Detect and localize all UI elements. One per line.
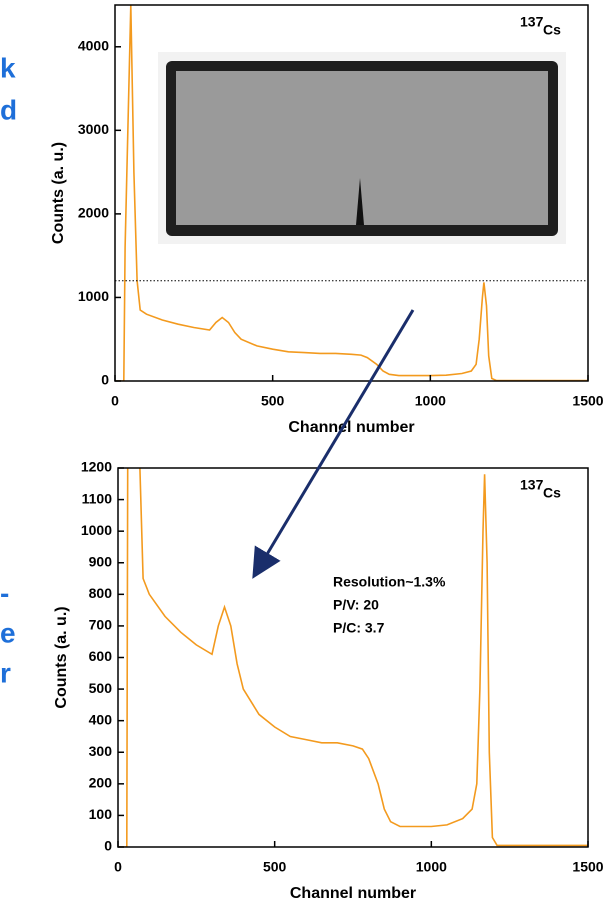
- y-tick-label: 1000: [81, 522, 112, 538]
- plot-frame: [117, 467, 589, 848]
- x-axis-title: Channel number: [288, 419, 414, 436]
- x-tick-label: 500: [261, 393, 285, 409]
- isotope-mass: 137: [520, 477, 544, 493]
- isotope-symbol: Cs: [543, 22, 561, 38]
- y-tick-label: 1200: [81, 459, 112, 475]
- x-axis-title: Channel number: [290, 885, 416, 902]
- y-axis-title: Counts (a. u.): [53, 606, 70, 708]
- spectrum-line: [118, 468, 588, 847]
- side-text: d: [0, 94, 17, 125]
- y-tick-label: 700: [89, 617, 113, 633]
- x-tick-label: 1500: [572, 393, 603, 409]
- y-tick-label: 400: [89, 711, 113, 727]
- annotation: Resolution~1.3%: [333, 574, 446, 590]
- side-text: -: [0, 577, 9, 608]
- y-tick-label: 100: [89, 806, 113, 822]
- y-axis-title: Counts (a. u.): [50, 142, 67, 244]
- plot-frame: [114, 4, 589, 382]
- isotope-mass: 137: [520, 14, 544, 30]
- y-tick-label: 1000: [78, 288, 109, 304]
- y-tick-label: 800: [89, 585, 113, 601]
- y-tick-label: 0: [104, 838, 112, 854]
- x-tick-label: 1000: [416, 859, 447, 875]
- y-tick-label: 600: [89, 648, 113, 664]
- y-tick-label: 500: [89, 680, 113, 696]
- side-text: r: [0, 657, 11, 688]
- annotation: P/V: 20: [333, 597, 379, 613]
- y-tick-label: 0: [101, 372, 109, 388]
- x-tick-label: 0: [111, 393, 119, 409]
- y-tick-label: 300: [89, 743, 113, 759]
- side-text: k: [0, 52, 16, 83]
- isotope-symbol: Cs: [543, 485, 561, 501]
- y-tick-label: 200: [89, 775, 113, 791]
- side-text: e: [0, 617, 16, 648]
- x-tick-label: 1500: [572, 859, 603, 875]
- y-tick-label: 1100: [82, 490, 113, 506]
- y-tick-label: 4000: [78, 37, 109, 53]
- annotation: P/C: 3.7: [333, 620, 385, 636]
- spectrum-line: [115, 5, 588, 381]
- y-tick-label: 2000: [78, 205, 109, 221]
- x-tick-label: 500: [263, 859, 287, 875]
- x-tick-label: 0: [114, 859, 122, 875]
- x-tick-label: 1000: [415, 393, 446, 409]
- inset-image: [158, 52, 566, 244]
- y-tick-label: 900: [89, 553, 113, 569]
- arrow: [252, 309, 415, 579]
- y-tick-label: 3000: [78, 121, 109, 137]
